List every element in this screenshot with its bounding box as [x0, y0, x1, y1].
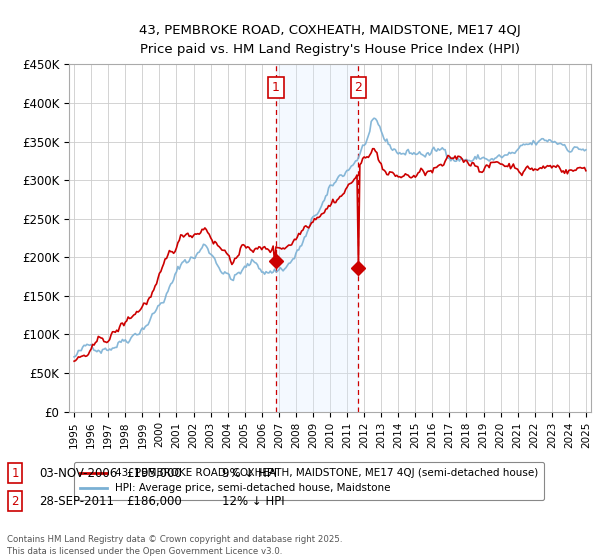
Text: Contains HM Land Registry data © Crown copyright and database right 2025.
This d: Contains HM Land Registry data © Crown c… [7, 535, 343, 556]
Text: £186,000: £186,000 [126, 494, 182, 508]
Text: 1: 1 [272, 81, 280, 94]
Text: £195,000: £195,000 [126, 466, 182, 480]
Bar [276, 64, 358, 412]
Text: 28-SEP-2011: 28-SEP-2011 [39, 494, 114, 508]
Text: 12% ↓ HPI: 12% ↓ HPI [222, 494, 284, 508]
Text: 2: 2 [11, 494, 19, 508]
Text: 1: 1 [11, 466, 19, 480]
Text: 9% ↓ HPI: 9% ↓ HPI [222, 466, 277, 480]
Text: 03-NOV-2006: 03-NOV-2006 [39, 466, 117, 480]
Legend: 43, PEMBROKE ROAD, COXHEATH, MAIDSTONE, ME17 4QJ (semi-detached house), HPI: Ave: 43, PEMBROKE ROAD, COXHEATH, MAIDSTONE, … [74, 462, 544, 500]
Title: 43, PEMBROKE ROAD, COXHEATH, MAIDSTONE, ME17 4QJ
Price paid vs. HM Land Registry: 43, PEMBROKE ROAD, COXHEATH, MAIDSTONE, … [139, 24, 521, 57]
Text: 2: 2 [355, 81, 362, 94]
